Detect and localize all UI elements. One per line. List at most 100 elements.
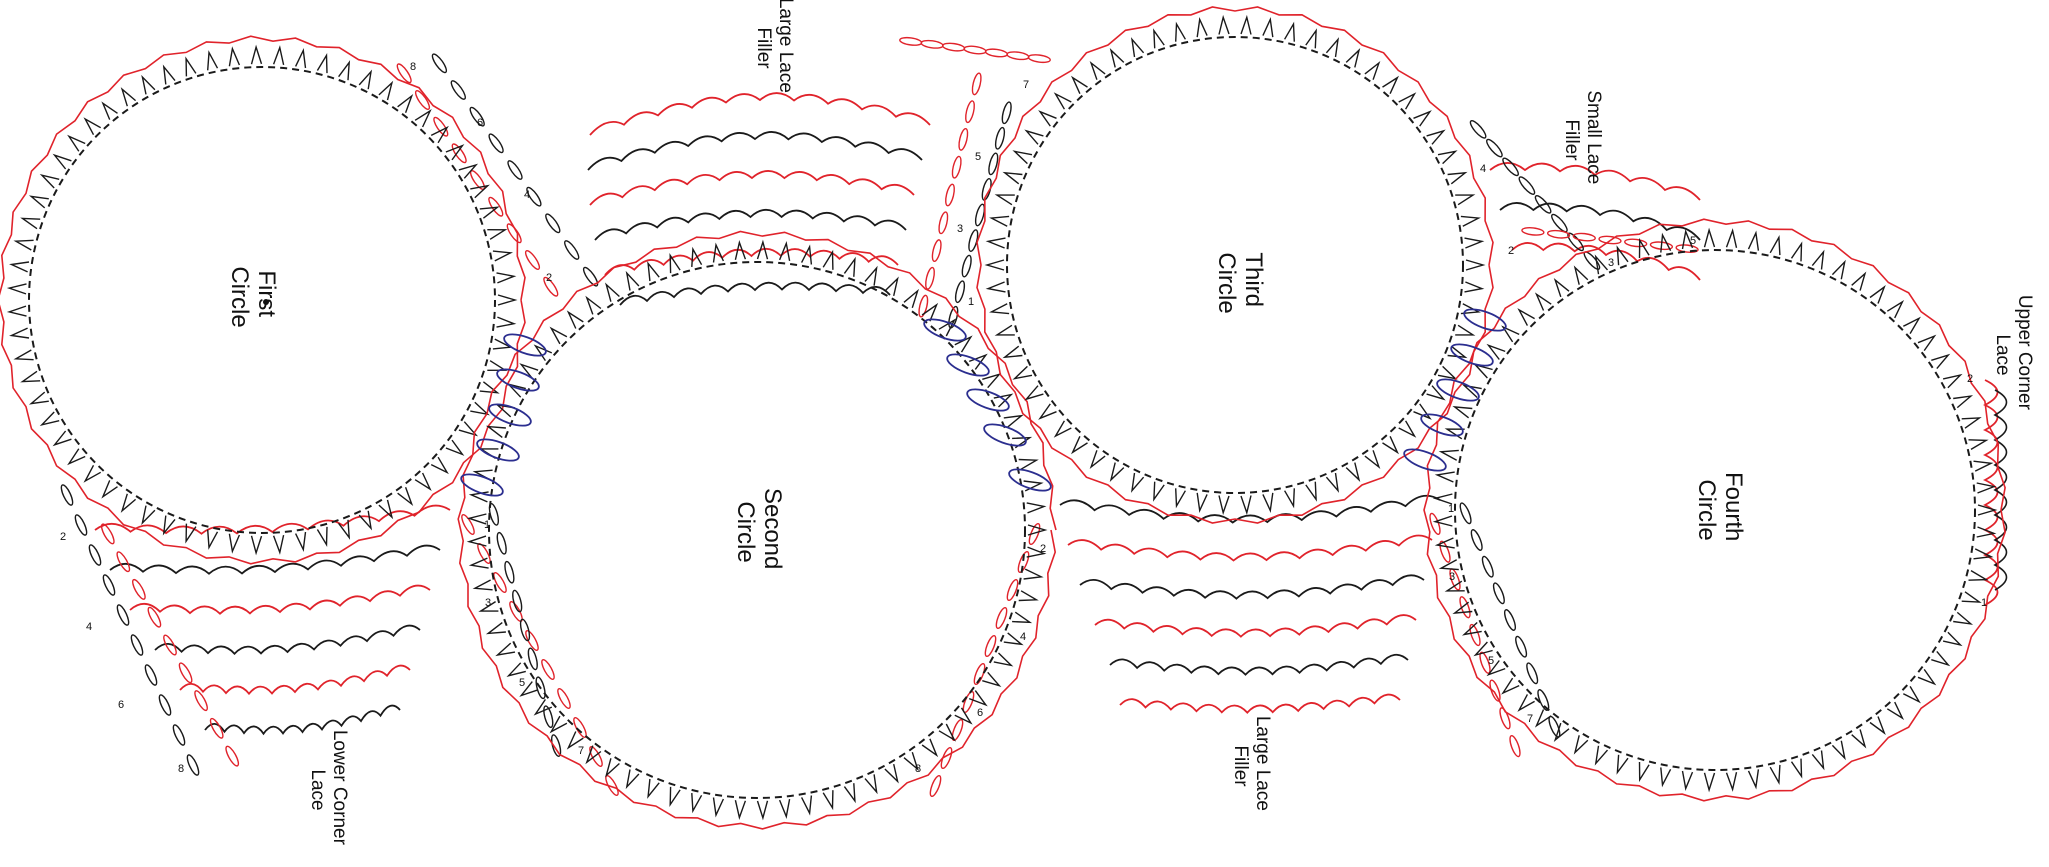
stitch-post <box>458 421 479 437</box>
chain-oval <box>931 239 942 263</box>
stitch-post <box>1426 385 1446 401</box>
stitch-post <box>487 229 508 240</box>
stitch-post <box>1452 405 1473 419</box>
chain-oval <box>941 42 966 52</box>
large-lace-filler-top-row <box>594 208 907 241</box>
stitch-post <box>822 249 834 270</box>
fourth-circle-label: Fourth Circle <box>1693 472 1747 548</box>
chain-row <box>899 36 1051 64</box>
chain-oval <box>1499 707 1511 730</box>
chain-oval <box>589 746 603 767</box>
stitch-post <box>1023 568 1044 580</box>
chain-oval <box>951 718 964 742</box>
stitch-post <box>1953 395 1974 409</box>
stitch-post <box>141 505 156 526</box>
lace-arc <box>94 504 451 535</box>
lace-arc <box>1993 389 2008 591</box>
stitch-post <box>1012 365 1033 380</box>
chain-row <box>100 523 240 767</box>
stitch-post <box>1109 48 1125 68</box>
stitch-post <box>120 87 137 107</box>
stitch-post <box>496 272 517 284</box>
join-loop <box>503 333 547 357</box>
stitch-post <box>647 261 660 282</box>
stitch-post <box>338 519 351 540</box>
stitch-post <box>162 515 176 536</box>
row-number: 8 <box>178 763 184 775</box>
stitch-post <box>864 774 878 795</box>
stitch-post <box>1305 481 1317 502</box>
stitch-post <box>250 535 263 556</box>
stitch-post <box>1886 300 1905 319</box>
chain-oval <box>1470 529 1483 551</box>
chain-ring <box>1454 249 1976 771</box>
row-number: 2 <box>1040 543 1046 555</box>
row-number: 8 <box>915 763 921 775</box>
chain-oval <box>1459 502 1472 525</box>
stitch-post <box>358 510 373 531</box>
stitch-post <box>316 52 328 74</box>
chain-row <box>918 72 982 318</box>
chain-oval <box>451 143 467 164</box>
chain-row <box>431 53 599 287</box>
stitch-post <box>1432 515 1453 527</box>
chain-oval <box>925 266 935 290</box>
row-number: 7 <box>1527 713 1533 725</box>
chain-oval <box>414 90 431 110</box>
chain-oval <box>450 80 466 100</box>
stitch-post <box>1973 460 1994 472</box>
stitch-post <box>1703 227 1716 248</box>
stitch-post <box>1534 292 1552 311</box>
fourth-circle-label-line1: Fourth <box>1720 472 1747 541</box>
stitch-post <box>1438 559 1459 571</box>
chain-oval <box>116 604 130 626</box>
row-number: 1 <box>484 519 490 531</box>
stitch-post <box>1398 92 1417 110</box>
stitch-post <box>519 363 539 379</box>
stitch-post <box>903 288 919 309</box>
stitch-post <box>67 448 86 466</box>
stitch-post <box>1038 403 1057 420</box>
stitch-post <box>585 295 602 315</box>
chain-oval <box>524 250 541 270</box>
stitch-post <box>1455 324 1476 336</box>
stitch-post <box>1769 764 1781 786</box>
stitch-post <box>669 786 681 807</box>
row-number: 4 <box>1020 631 1026 643</box>
chain-ring <box>28 66 496 534</box>
stitch-post <box>1573 265 1589 285</box>
chain-oval <box>431 53 448 74</box>
chain-oval <box>102 574 116 596</box>
stitch-post <box>495 642 516 657</box>
stitch-post <box>1638 761 1650 783</box>
stitch-post <box>1486 343 1506 360</box>
small-lace-filler-row <box>1511 242 1701 281</box>
chain-oval <box>144 664 158 686</box>
stitch-post <box>938 723 957 742</box>
stitch-post <box>1398 420 1417 438</box>
stitch-post <box>843 256 856 277</box>
row-number: 5 <box>1488 655 1494 667</box>
stitch-post <box>800 244 813 265</box>
stitch-post <box>52 153 72 170</box>
stitch-post <box>39 411 60 427</box>
stitch-post <box>1553 278 1570 298</box>
chain-row <box>396 63 559 297</box>
stitch-post <box>1218 495 1230 516</box>
join-loop <box>946 353 990 377</box>
row-number: 3 <box>485 597 491 609</box>
chain-oval <box>158 694 172 716</box>
stitch-post <box>954 335 973 353</box>
stitch-post <box>1616 245 1629 266</box>
stitch-post <box>445 144 465 161</box>
stitch-post <box>1725 228 1738 248</box>
chain-oval <box>974 203 986 227</box>
lace-arc <box>1067 534 1433 562</box>
upper-corner-lace-line2: Lace <box>1992 334 2013 375</box>
row-number: 6 <box>977 707 983 719</box>
stitch-post <box>1811 750 1825 771</box>
chain-oval <box>945 183 955 207</box>
stitch-post <box>1681 770 1694 791</box>
stitch-post <box>921 738 939 758</box>
